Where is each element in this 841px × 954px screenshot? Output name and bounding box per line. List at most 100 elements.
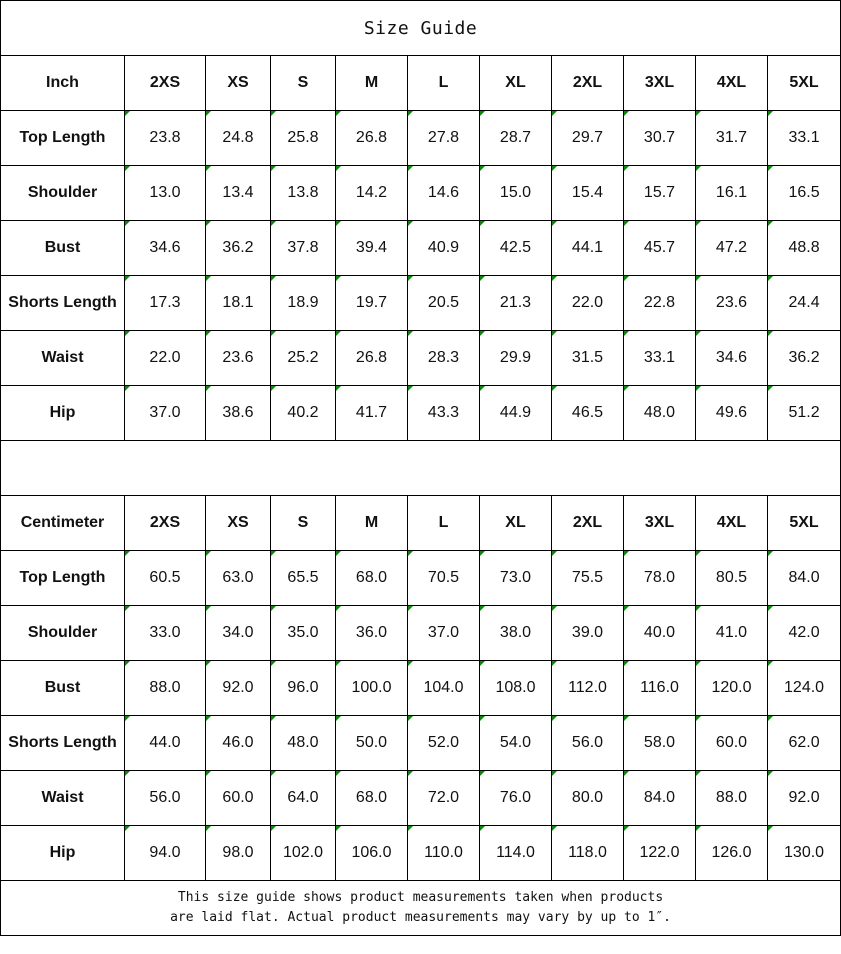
measurement-value: 42.5 — [479, 220, 552, 276]
measurement-value: 14.6 — [407, 165, 480, 221]
measurement-value: 25.2 — [270, 330, 336, 386]
measurement-value: 37.0 — [124, 385, 206, 441]
measurement-label: Hip — [0, 825, 125, 881]
measurement-value: 116.0 — [623, 660, 696, 716]
measurement-value: 94.0 — [124, 825, 206, 881]
measurement-value: 40.2 — [270, 385, 336, 441]
table-row: Waist 22.0 23.6 25.2 26.8 28.3 29.9 31.5 33.1 34.… — [0, 330, 841, 386]
measurement-value: 33.1 — [766, 110, 841, 166]
size-header: 2XL — [551, 495, 624, 551]
size-header: L — [407, 495, 480, 551]
measurement-value: 39.0 — [551, 605, 624, 661]
measurement-label: Shorts Length — [0, 275, 125, 331]
measurement-value: 33.1 — [623, 330, 696, 386]
measurement-value: 28.3 — [407, 330, 480, 386]
measurement-value: 44.1 — [551, 220, 624, 276]
measurement-value: 36.2 — [205, 220, 271, 276]
size-header: 5XL — [766, 495, 841, 551]
measurement-value: 114.0 — [479, 825, 552, 881]
measurement-value: 49.6 — [695, 385, 768, 441]
note-row: This size guide shows product measuremen… — [0, 880, 841, 936]
measurement-value: 44.9 — [479, 385, 552, 441]
measurement-value: 46.5 — [551, 385, 624, 441]
measurement-value: 108.0 — [479, 660, 552, 716]
measurement-value: 29.7 — [551, 110, 624, 166]
measurement-label: Waist — [0, 330, 125, 386]
measurement-value: 37.0 — [407, 605, 480, 661]
measurement-value: 60.0 — [205, 770, 271, 826]
measurement-value: 37.8 — [270, 220, 336, 276]
measurement-value: 48.0 — [623, 385, 696, 441]
measurement-value: 38.6 — [205, 385, 271, 441]
size-header: 4XL — [695, 55, 768, 111]
table-row: Shorts Length 44.0 46.0 48.0 50.0 52.0 54.0 56.… — [0, 715, 841, 771]
table-row: Shoulder 33.0 34.0 35.0 36.0 37.0 38.0 39.0 40.0… — [0, 605, 841, 661]
measurement-value: 22.8 — [623, 275, 696, 331]
measurement-value: 88.0 — [695, 770, 768, 826]
measurement-value: 43.3 — [407, 385, 480, 441]
measurement-value: 60.5 — [124, 550, 206, 606]
size-header: S — [270, 55, 336, 111]
measurement-value: 27.8 — [407, 110, 480, 166]
measurement-label: Hip — [0, 385, 125, 441]
size-header: L — [407, 55, 480, 111]
measurement-value: 63.0 — [205, 550, 271, 606]
measurement-label: Waist — [0, 770, 125, 826]
measurement-value: 24.4 — [766, 275, 841, 331]
footnote-line-1: This size guide shows product measuremen… — [177, 890, 664, 905]
measurement-value: 18.1 — [205, 275, 271, 331]
unit-label: Inch — [0, 55, 125, 111]
measurement-value: 40.0 — [623, 605, 696, 661]
measurement-value: 34.0 — [205, 605, 271, 661]
measurement-value: 17.3 — [124, 275, 206, 331]
measurement-value: 46.0 — [205, 715, 271, 771]
measurement-value: 24.8 — [205, 110, 271, 166]
measurement-value: 15.7 — [623, 165, 696, 221]
table-row: Hip 37.0 38.6 40.2 41.7 43.3 44.9 46.5 48.0 49.6 5… — [0, 385, 841, 441]
measurement-value: 22.0 — [551, 275, 624, 331]
measurement-value: 13.4 — [205, 165, 271, 221]
measurement-value: 84.0 — [766, 550, 841, 606]
measurement-value: 48.8 — [766, 220, 841, 276]
measurement-value: 22.0 — [124, 330, 206, 386]
size-header: XL — [479, 55, 552, 111]
measurement-value: 100.0 — [335, 660, 408, 716]
spacer-row — [0, 440, 841, 496]
measurement-value: 38.0 — [479, 605, 552, 661]
size-header: 4XL — [695, 495, 768, 551]
measurement-value: 126.0 — [695, 825, 768, 881]
measurement-label: Shorts Length — [0, 715, 125, 771]
table-row: Waist 56.0 60.0 64.0 68.0 72.0 76.0 80.0 84.0 88.… — [0, 770, 841, 826]
measurement-value: 118.0 — [551, 825, 624, 881]
measurement-value: 23.6 — [695, 275, 768, 331]
table-row: Shorts Length 17.3 18.1 18.9 19.7 20.5 21.3 22.… — [0, 275, 841, 331]
measurement-value: 41.7 — [335, 385, 408, 441]
measurement-value: 98.0 — [205, 825, 271, 881]
table-row: Top Length 60.5 63.0 65.5 68.0 70.5 73.0 75.5 78… — [0, 550, 841, 606]
measurement-value: 16.5 — [766, 165, 841, 221]
measurement-value: 75.5 — [551, 550, 624, 606]
measurement-value: 33.0 — [124, 605, 206, 661]
measurement-value: 104.0 — [407, 660, 480, 716]
measurement-value: 84.0 — [623, 770, 696, 826]
measurement-value: 78.0 — [623, 550, 696, 606]
measurement-value: 20.5 — [407, 275, 480, 331]
page-title: Size Guide — [0, 0, 841, 56]
measurement-value: 35.0 — [270, 605, 336, 661]
measurement-value: 19.7 — [335, 275, 408, 331]
measurement-value: 56.0 — [124, 770, 206, 826]
measurement-value: 30.7 — [623, 110, 696, 166]
measurement-value: 29.9 — [479, 330, 552, 386]
measurement-value: 120.0 — [695, 660, 768, 716]
measurement-value: 44.0 — [124, 715, 206, 771]
measurement-value: 36.2 — [766, 330, 841, 386]
measurement-value: 13.8 — [270, 165, 336, 221]
measurement-value: 23.6 — [205, 330, 271, 386]
measurement-value: 70.5 — [407, 550, 480, 606]
measurement-value: 124.0 — [766, 660, 841, 716]
size-header: 3XL — [623, 495, 696, 551]
measurement-value: 52.0 — [407, 715, 480, 771]
table-row: Bust 34.6 36.2 37.8 39.4 40.9 42.5 44.1 45.7 47.2… — [0, 220, 841, 276]
size-header: S — [270, 495, 336, 551]
